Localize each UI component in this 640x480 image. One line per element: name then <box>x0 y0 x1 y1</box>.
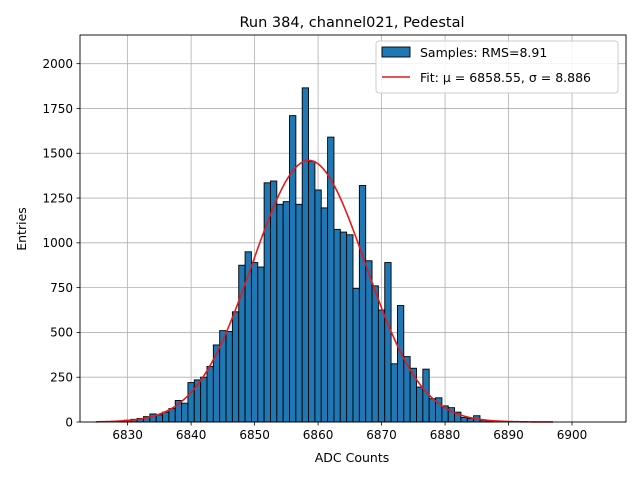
histogram-bar <box>162 411 170 423</box>
histogram-bar <box>460 417 468 423</box>
histogram-bar <box>384 262 392 423</box>
y-tick-label: 2000 <box>42 57 73 71</box>
histogram-bar <box>225 331 233 423</box>
histogram-bar <box>257 266 265 423</box>
histogram-bar <box>352 288 360 423</box>
histogram-bar <box>231 311 240 423</box>
histogram-bar <box>358 185 367 423</box>
histogram-bar <box>187 382 195 423</box>
histogram-bar <box>282 201 290 423</box>
legend-label-fit: Fit: μ = 6858.55, σ = 8.886 <box>420 70 591 85</box>
y-tick-label: 750 <box>50 281 73 295</box>
legend-label-samples: Samples: RMS=8.91 <box>420 45 547 60</box>
legend: Samples: RMS=8.91 Fit: μ = 6858.55, σ = … <box>375 40 619 94</box>
x-tick-label: 6890 <box>493 428 524 442</box>
x-tick-label: 6900 <box>557 428 588 442</box>
y-axis-label: Entries <box>14 207 29 251</box>
histogram-bar <box>181 402 189 423</box>
histogram-bar <box>339 231 348 423</box>
histogram-bar <box>308 160 316 423</box>
x-tick-label: 6840 <box>176 428 207 442</box>
histogram-bar <box>466 417 475 423</box>
x-tick-label: 6830 <box>112 428 143 442</box>
y-tick-label: 250 <box>50 371 73 385</box>
y-axis-ticks: 0 250 500 750 1000 1250 1500 1750 2000 <box>42 57 80 429</box>
legend-swatch-samples <box>381 46 411 58</box>
histogram-bar <box>314 189 322 423</box>
histogram-bar <box>422 368 430 423</box>
histogram-bar <box>416 386 424 423</box>
histogram-bar <box>409 367 417 423</box>
x-tick-label: 6870 <box>366 428 397 442</box>
x-tick-label: 6850 <box>239 428 270 442</box>
fit-curve <box>95 159 553 423</box>
histogram-bar <box>428 398 436 423</box>
gaussian-fit <box>95 159 553 423</box>
histogram-bar <box>320 207 329 423</box>
x-tick-label: 6880 <box>430 428 461 442</box>
y-tick-label: 500 <box>50 326 73 340</box>
histogram-bar <box>390 363 398 423</box>
histogram-bar <box>371 285 379 423</box>
histogram-bar <box>403 356 411 423</box>
histogram-bar <box>377 309 386 423</box>
histogram-bar <box>276 203 284 423</box>
histogram-bar <box>289 115 297 423</box>
legend-box <box>375 40 619 94</box>
y-tick-label: 0 <box>65 415 73 429</box>
histogram-bar <box>168 408 176 423</box>
y-tick-label: 1750 <box>42 102 73 116</box>
x-axis-label: ADC Counts <box>315 450 390 465</box>
y-tick-label: 1250 <box>42 191 73 205</box>
y-tick-label: 1500 <box>42 147 73 161</box>
histogram-bar <box>346 234 354 423</box>
plot-frame <box>79 34 627 423</box>
histogram-bar <box>295 203 303 423</box>
histogram-bar <box>301 87 310 423</box>
histogram-bar <box>155 414 163 423</box>
histogram-bar <box>270 180 278 423</box>
histogram-bar <box>206 366 214 423</box>
histogram-bar <box>250 262 259 423</box>
chart-title: Run 384, channel021, Pedestal <box>239 15 464 31</box>
histogram-bar <box>396 305 405 423</box>
histogram-bar <box>365 260 373 423</box>
x-axis-ticks: 6830 6840 6850 6860 6870 6880 6890 6900 <box>112 422 587 442</box>
x-tick-label: 6860 <box>303 428 334 442</box>
histogram-bar <box>333 228 341 423</box>
histogram-bar <box>193 379 202 423</box>
histogram-bars <box>117 87 494 423</box>
y-tick-label: 1000 <box>42 236 73 250</box>
histogram-bar <box>200 376 208 423</box>
